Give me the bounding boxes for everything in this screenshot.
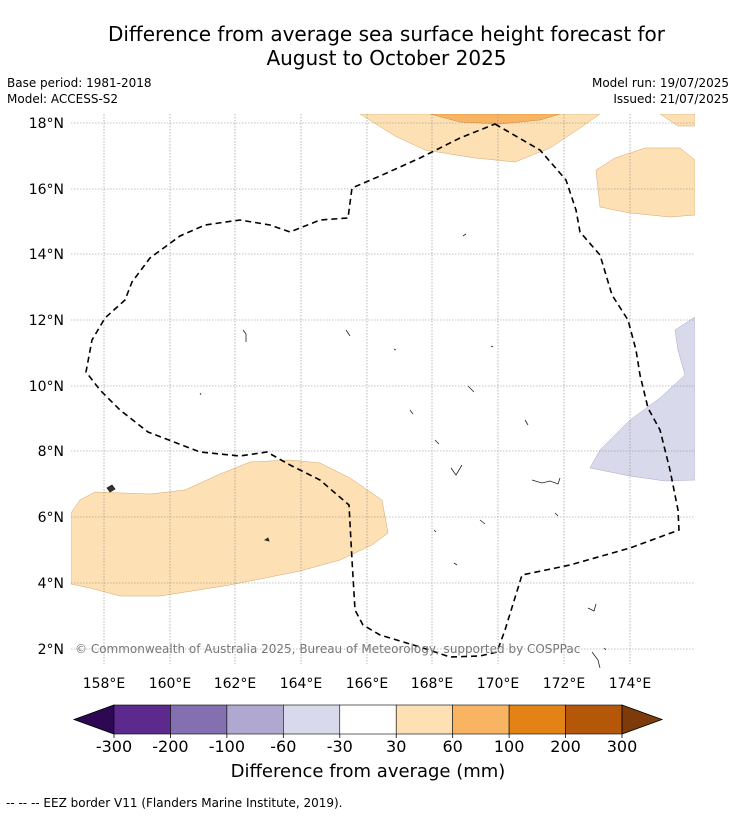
latitude-label: 16°N xyxy=(29,182,64,198)
latitude-label: 10°N xyxy=(29,379,64,395)
colorbar-segment xyxy=(508,704,566,735)
longitude-label: 172°E xyxy=(543,676,586,692)
longitude-label: 170°E xyxy=(477,676,520,692)
positive-anomaly-region-northeast xyxy=(595,147,695,218)
colorbar: -300 -200 -100 -60 -30 30 60 100 200 300 xyxy=(72,704,664,756)
island xyxy=(242,329,247,342)
issued-date: Issued: 21/07/2025 xyxy=(613,92,729,106)
meta-left: Base period: 1981-2018 Model: ACCESS-S2 xyxy=(7,75,152,107)
title-line-2: August to October 2025 xyxy=(266,46,507,70)
longitude-label: 168°E xyxy=(411,676,454,692)
colorbar-segment xyxy=(452,704,510,735)
island xyxy=(524,419,529,426)
title-line-1: Difference from average sea surface heig… xyxy=(107,22,666,46)
island xyxy=(587,603,597,612)
island xyxy=(453,562,458,566)
colorbar-tick-label: 60 xyxy=(442,737,462,756)
island xyxy=(393,348,397,351)
island xyxy=(434,439,440,445)
eez-border xyxy=(85,123,680,658)
chart-title: Difference from average sea surface heig… xyxy=(0,22,736,70)
island xyxy=(409,409,414,415)
colorbar-segment xyxy=(170,704,228,735)
longitude-label: 162°E xyxy=(214,676,257,692)
islands xyxy=(106,233,607,669)
latitude-label: 14°N xyxy=(29,247,64,263)
colorbar-segment xyxy=(113,704,171,735)
island xyxy=(591,651,601,669)
island xyxy=(433,529,437,533)
colorbar-extend-low xyxy=(72,704,115,735)
gridlines xyxy=(71,114,695,664)
copyright-notice: © Commonwealth of Australia 2025, Bureau… xyxy=(75,642,580,656)
island xyxy=(462,233,467,237)
colorbar-segment xyxy=(339,704,397,735)
colorbar-tick-label: -60 xyxy=(270,737,296,756)
latitude-label: 12°N xyxy=(29,313,64,329)
island xyxy=(603,647,607,651)
colorbar-tick-label: 30 xyxy=(386,737,406,756)
longitude-label: 174°E xyxy=(609,676,652,692)
longitude-label: 158°E xyxy=(83,676,126,692)
island xyxy=(490,345,494,348)
anomaly-fields xyxy=(71,114,695,597)
colorbar-tick-label: 100 xyxy=(494,737,525,756)
latitude-label: 18°N xyxy=(29,116,64,132)
latitude-label: 2°N xyxy=(38,642,64,658)
model-run: Model run: 19/07/2025 xyxy=(591,76,729,90)
meta-right: Model run: 19/07/2025 Issued: 21/07/2025 xyxy=(592,75,729,107)
island xyxy=(345,329,351,337)
colorbar-tick-label: 200 xyxy=(550,737,581,756)
island xyxy=(554,512,559,517)
colorbar-segment xyxy=(565,704,623,735)
eez-legend-note: -- -- -- EEZ border V11 (Flanders Marine… xyxy=(6,796,343,810)
latitude-labels: 18°N 16°N 14°N 12°N 10°N 8°N 6°N 4°N 2°N xyxy=(29,116,64,658)
latitude-label: 6°N xyxy=(38,510,64,526)
colorbar-segment xyxy=(395,704,453,735)
island xyxy=(264,537,270,542)
colorbar-title: Difference from average (mm) xyxy=(230,761,506,782)
model-name: Model: ACCESS-S2 xyxy=(7,92,119,106)
latitude-label: 4°N xyxy=(38,576,64,592)
colorbar-segment xyxy=(283,704,341,735)
latitude-label: 8°N xyxy=(38,444,64,460)
colorbar-segment xyxy=(226,704,284,735)
longitude-label: 160°E xyxy=(149,676,192,692)
island xyxy=(106,484,116,493)
colorbar-tick-label: -200 xyxy=(152,737,188,756)
island xyxy=(479,519,486,525)
island xyxy=(450,464,463,476)
colorbar-tick-label: -300 xyxy=(96,737,132,756)
island xyxy=(199,392,202,396)
positive-anomaly-region-northeast-corner xyxy=(659,114,695,127)
longitude-label: 164°E xyxy=(280,676,323,692)
colorbar-tick-label: -30 xyxy=(327,737,353,756)
island xyxy=(531,477,561,485)
positive-anomaly-core-north xyxy=(429,114,561,125)
colorbar-tick-label: -100 xyxy=(209,737,245,756)
colorbar-extend-high xyxy=(621,704,664,735)
positive-anomaly-region-southwest xyxy=(71,459,389,597)
island xyxy=(467,385,475,393)
colorbar-tick-label: 300 xyxy=(607,737,638,756)
longitude-label: 166°E xyxy=(346,676,389,692)
base-period: Base period: 1981-2018 xyxy=(7,76,152,90)
longitude-labels: 158°E 160°E 162°E 164°E 166°E 168°E 170°E 172°E… xyxy=(83,676,652,692)
negative-anomaly-region-east xyxy=(589,316,695,482)
